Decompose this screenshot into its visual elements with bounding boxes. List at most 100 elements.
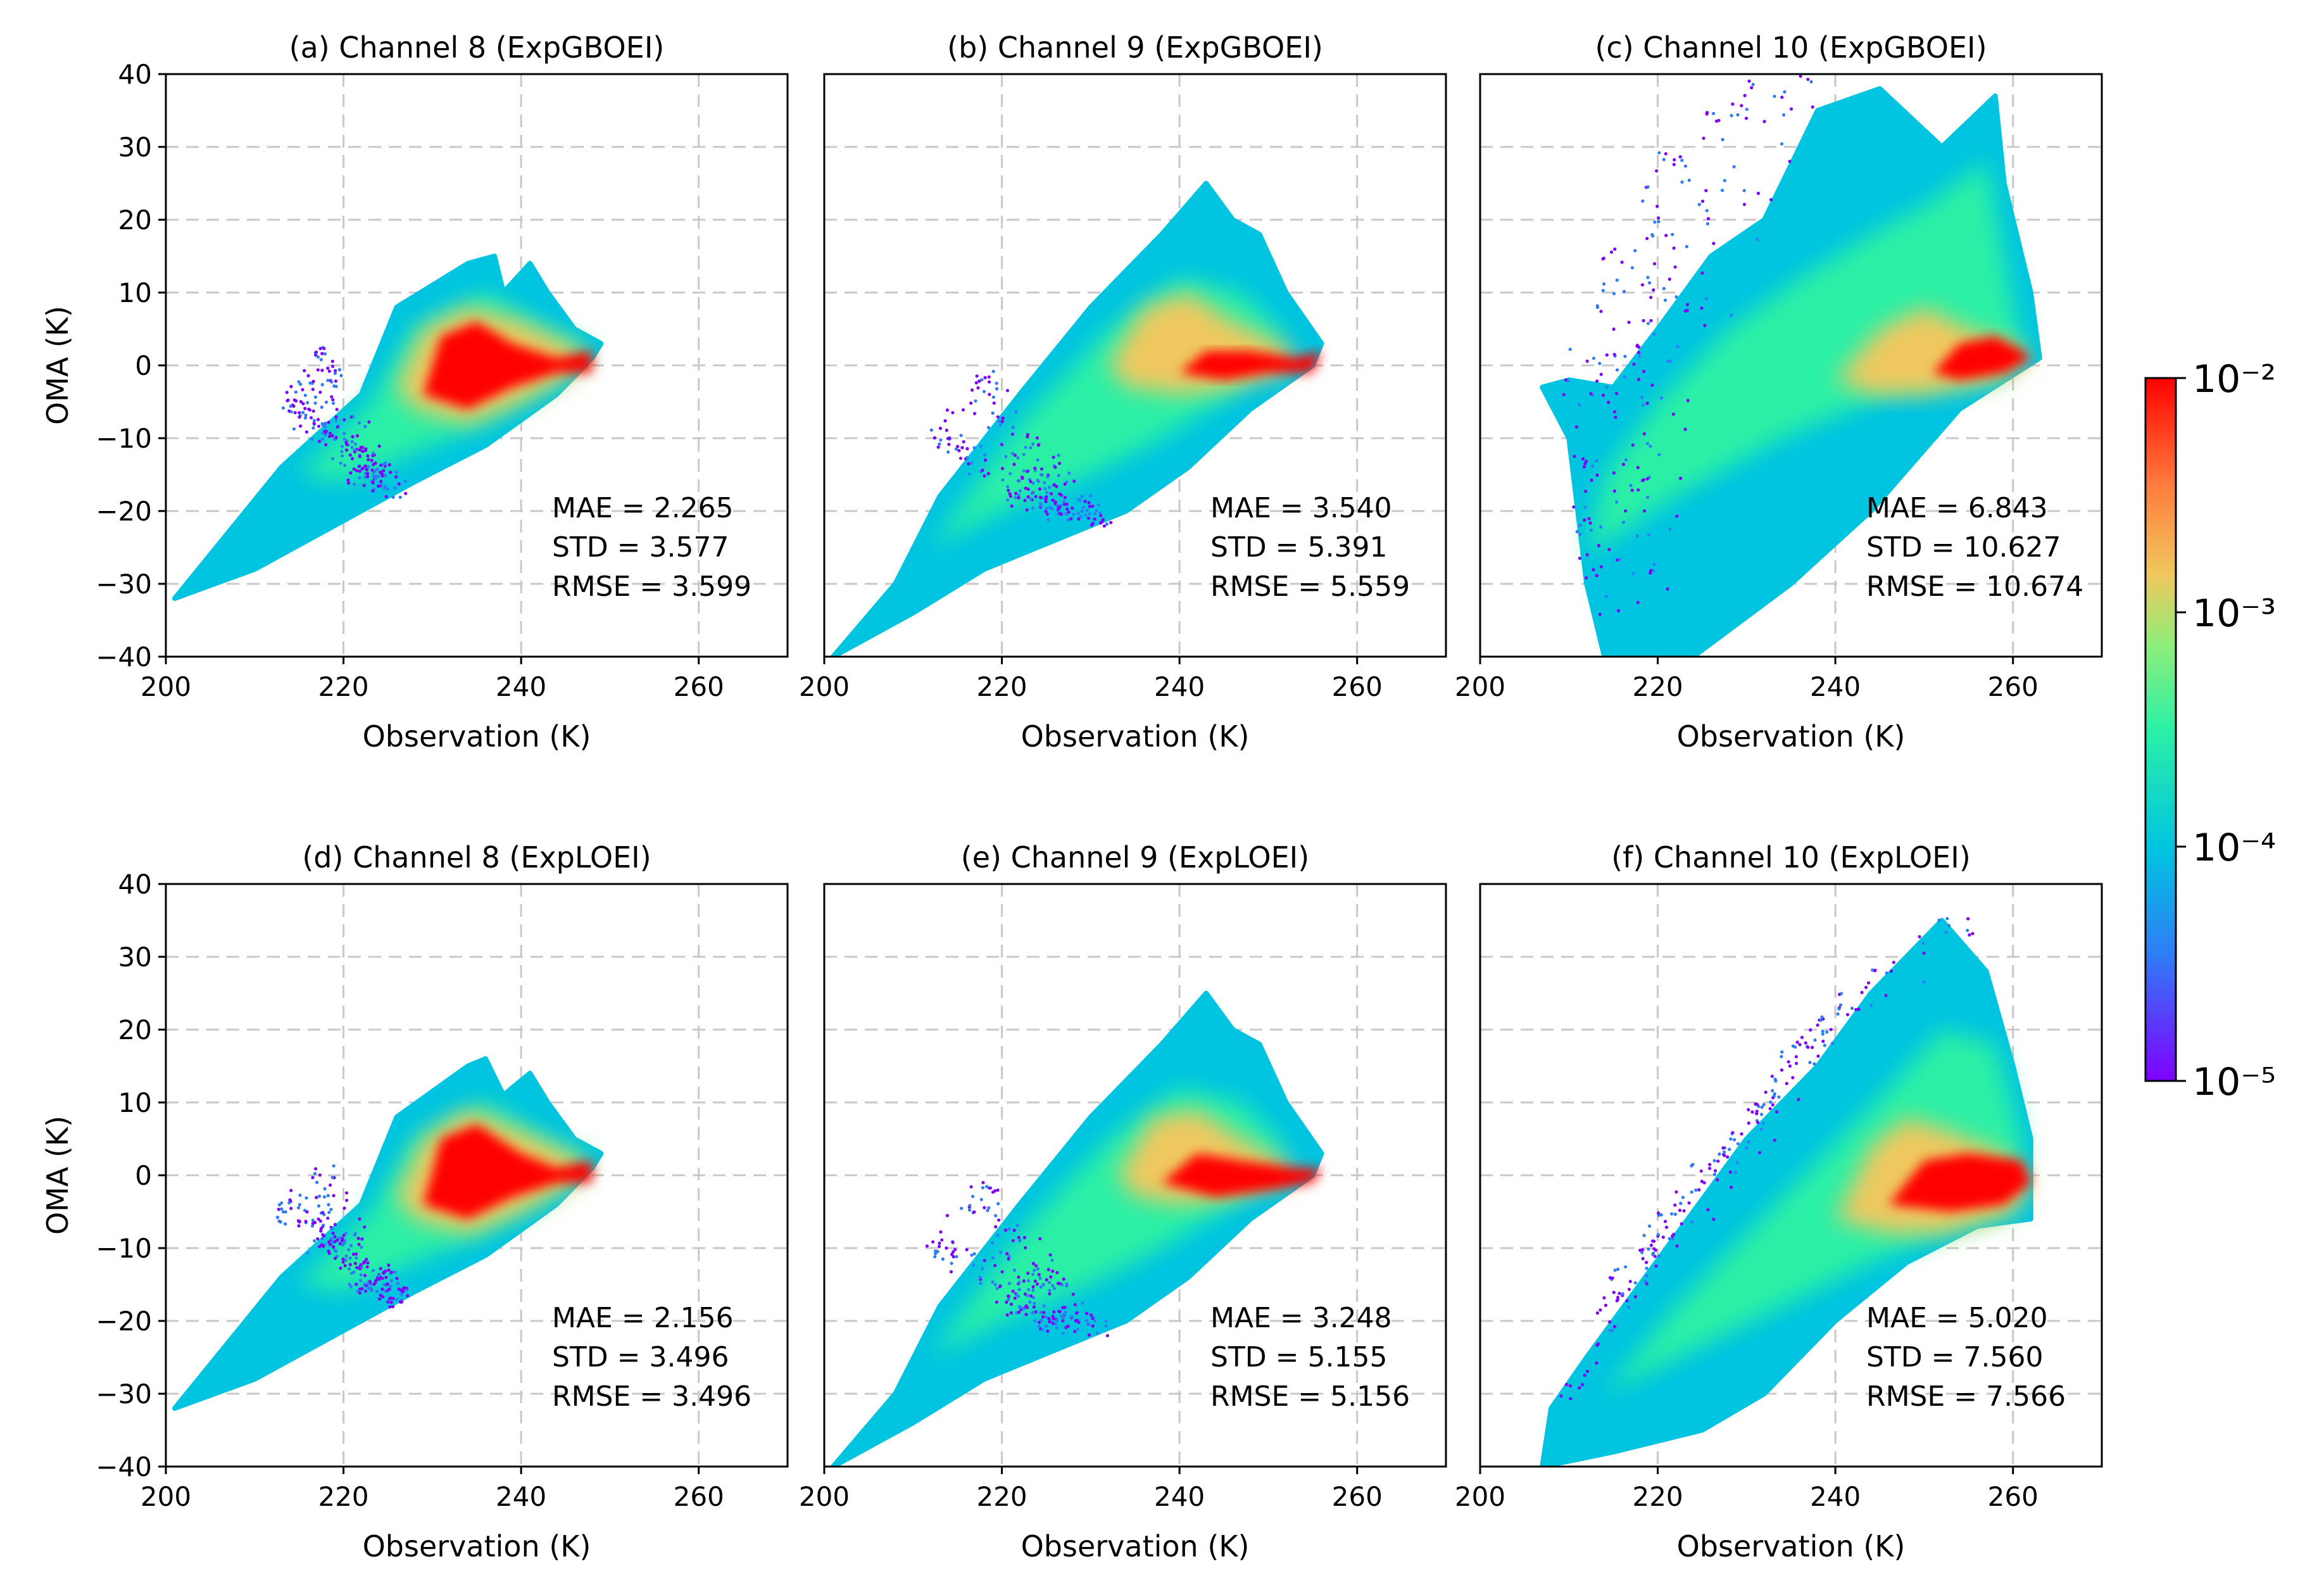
outlier-point xyxy=(379,1293,382,1297)
stat-line: MAE = 2.156 xyxy=(552,1302,734,1334)
outlier-point xyxy=(342,1234,346,1237)
outlier-point xyxy=(1857,1007,1861,1011)
outlier-point xyxy=(379,479,383,484)
outlier-point xyxy=(1084,513,1088,517)
outlier-point xyxy=(1045,495,1048,499)
panel-title: (d) Channel 8 (ExpLOEI) xyxy=(302,840,651,874)
outlier-point xyxy=(1087,1333,1091,1337)
outlier-point xyxy=(1669,359,1673,363)
outlier-point xyxy=(319,1227,323,1230)
outlier-point xyxy=(1089,1313,1093,1317)
outlier-point xyxy=(1777,1095,1781,1099)
outlier-point xyxy=(1589,392,1593,396)
outlier-point xyxy=(1617,609,1621,613)
outlier-point xyxy=(938,1241,941,1245)
outlier-point xyxy=(1615,1299,1619,1303)
outlier-point xyxy=(1595,1343,1599,1347)
outlier-point xyxy=(1670,1212,1674,1216)
outlier-point xyxy=(1024,486,1027,490)
outlier-point xyxy=(1044,1315,1048,1319)
outlier-point xyxy=(395,1277,399,1280)
outlier-point xyxy=(398,495,402,499)
x-axis-label: Observation (K) xyxy=(1677,719,1906,754)
x-tick-label: 220 xyxy=(318,671,368,702)
stat-line: STD = 7.560 xyxy=(1866,1341,2044,1373)
outlier-point xyxy=(1680,1222,1683,1226)
outlier-point xyxy=(955,1255,958,1259)
outlier-point xyxy=(330,1240,334,1245)
outlier-point xyxy=(1605,353,1609,357)
outlier-point xyxy=(315,1196,318,1199)
y-tick-label: −20 xyxy=(96,496,152,527)
outlier-point xyxy=(1638,355,1642,358)
outlier-point xyxy=(1673,1213,1677,1216)
outlier-point xyxy=(334,415,338,419)
outlier-point xyxy=(979,445,983,448)
outlier-point xyxy=(1712,1217,1716,1221)
panel-title: (e) Channel 9 (ExpLOEI) xyxy=(961,840,1309,874)
outlier-point xyxy=(358,448,362,452)
outlier-point xyxy=(1041,1315,1045,1319)
outlier-point xyxy=(332,1194,336,1197)
outlier-point xyxy=(1017,496,1021,500)
stat-line: STD = 5.155 xyxy=(1210,1341,1388,1373)
outlier-point xyxy=(326,1194,330,1197)
outlier-point xyxy=(342,1241,346,1245)
outlier-point xyxy=(1732,165,1736,168)
outlier-point xyxy=(1683,309,1687,313)
outlier-point xyxy=(1871,968,1875,972)
outlier-point xyxy=(1663,1220,1668,1223)
outlier-point xyxy=(397,482,401,486)
x-tick-label: 220 xyxy=(1632,1481,1683,1512)
outlier-point xyxy=(311,1176,315,1180)
outlier-point xyxy=(1657,216,1661,220)
outlier-point xyxy=(1046,1329,1050,1333)
outlier-point xyxy=(1055,1326,1058,1330)
outlier-point xyxy=(335,408,339,412)
density-level-peak xyxy=(423,1124,593,1219)
outlier-point xyxy=(386,487,390,491)
outlier-point xyxy=(1018,489,1022,493)
outlier-point xyxy=(1623,355,1627,358)
outlier-point xyxy=(1038,1237,1042,1240)
outlier-point xyxy=(1602,393,1605,398)
x-tick-label: 240 xyxy=(1810,671,1861,702)
outlier-point xyxy=(934,1249,938,1253)
x-axis-label: Observation (K) xyxy=(363,719,591,754)
outlier-point xyxy=(303,369,306,372)
outlier-point xyxy=(333,1256,337,1260)
outlier-point xyxy=(340,445,344,448)
y-tick-label: −20 xyxy=(96,1306,152,1337)
outlier-point xyxy=(999,1251,1003,1254)
outlier-point xyxy=(1661,1235,1665,1239)
outlier-point xyxy=(280,1207,284,1211)
outlier-point xyxy=(1947,924,1951,928)
outlier-point xyxy=(1031,442,1035,446)
x-tick-label: 200 xyxy=(141,1481,191,1512)
outlier-point xyxy=(338,1242,342,1246)
outlier-point xyxy=(1756,237,1759,241)
outlier-point xyxy=(960,446,964,450)
outlier-point xyxy=(1755,1109,1759,1113)
outlier-point xyxy=(384,495,388,498)
outlier-point xyxy=(1056,1282,1060,1285)
outlier-point xyxy=(362,484,366,488)
outlier-point xyxy=(1007,488,1010,492)
outlier-point xyxy=(326,366,330,370)
outlier-point xyxy=(1104,1324,1108,1328)
outlier-point xyxy=(1007,1227,1011,1231)
outlier-point xyxy=(1595,1361,1599,1365)
outlier-point xyxy=(1756,191,1760,195)
outlier-point xyxy=(939,438,943,442)
plot-frame xyxy=(1479,883,2103,1468)
outlier-point xyxy=(345,1199,349,1202)
outlier-point xyxy=(1679,1201,1683,1205)
outlier-point xyxy=(1773,94,1776,98)
outlier-point xyxy=(1075,1311,1079,1315)
outlier-point xyxy=(1055,1319,1058,1323)
x-tick-label: 200 xyxy=(799,671,850,702)
outlier-point xyxy=(981,1186,984,1190)
outlier-point xyxy=(1026,1272,1030,1275)
outlier-point xyxy=(1782,113,1786,117)
outlier-point xyxy=(1654,1248,1657,1252)
